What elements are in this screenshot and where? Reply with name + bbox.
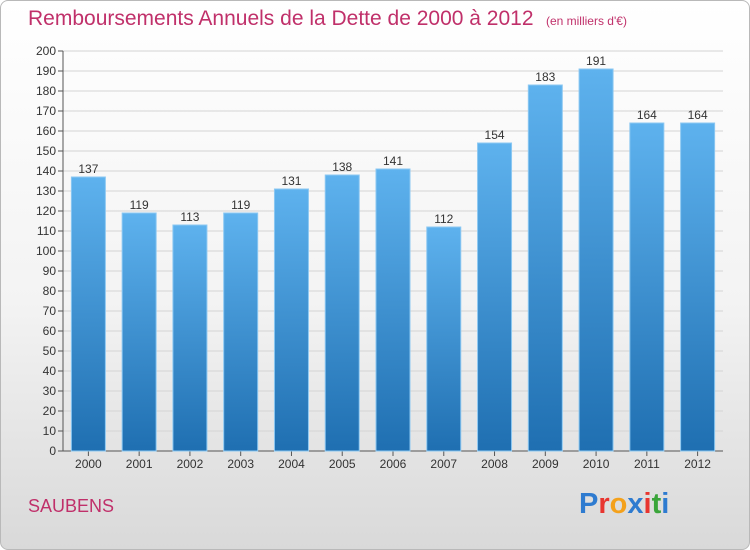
bar-2008	[477, 142, 513, 452]
y-tick-label: 120	[36, 204, 56, 218]
x-tick-label-2003: 2003	[227, 457, 254, 471]
logo-letter: i	[661, 488, 670, 520]
value-label-2003: 119	[231, 198, 250, 212]
y-tick-label: 10	[43, 424, 57, 438]
y-tick-label: 50	[43, 344, 57, 358]
chart-title: Remboursements Annuels de la Dette de 20…	[28, 7, 534, 30]
bar-2000	[70, 176, 106, 452]
x-tick-label-2010: 2010	[583, 457, 610, 471]
y-tick-label: 140	[36, 164, 56, 178]
bar-layer	[70, 68, 716, 452]
x-tick-label-2005: 2005	[329, 457, 356, 471]
value-label-2006: 141	[383, 154, 403, 168]
x-tick-label-2002: 2002	[177, 457, 204, 471]
x-tick-label-2008: 2008	[481, 457, 508, 471]
y-tick-label: 40	[43, 364, 57, 378]
x-tick-label-2000: 2000	[75, 457, 102, 471]
x-tick-label-2004: 2004	[278, 457, 305, 471]
value-label-2008: 154	[485, 128, 505, 142]
bar-2003	[223, 212, 259, 452]
logo-letter: t	[651, 488, 662, 520]
y-tick-label: 190	[36, 64, 56, 78]
bar-2005	[324, 174, 360, 452]
logo-letter: o	[609, 488, 628, 520]
value-label-2005: 138	[332, 160, 352, 174]
y-tick-label: 60	[43, 324, 57, 338]
y-tick-label: 30	[43, 384, 57, 398]
bar-2010	[578, 68, 614, 452]
title-row: Remboursements Annuels de la Dette de 20…	[28, 7, 627, 31]
y-tick-label: 110	[37, 224, 56, 238]
chart-unit: (en milliers d'€)	[545, 14, 627, 28]
value-label-2004: 131	[281, 174, 301, 188]
y-tick-label: 0	[49, 444, 56, 458]
value-label-2009: 183	[535, 70, 555, 84]
x-tick-label-2009: 2009	[532, 457, 559, 471]
bar-2002	[172, 224, 208, 452]
x-tick-label-2007: 2007	[430, 457, 457, 471]
x-tick-label-2006: 2006	[380, 457, 407, 471]
y-tick-label: 170	[36, 104, 56, 118]
value-label-2012: 164	[688, 108, 708, 122]
y-tick-label: 150	[36, 144, 56, 158]
y-tick-label: 160	[36, 124, 56, 138]
x-tick-label-2012: 2012	[684, 457, 711, 471]
value-label-2011: 164	[637, 108, 657, 122]
y-tick-label: 80	[43, 284, 57, 298]
y-tick-label: 200	[36, 44, 56, 58]
proxiti-logo: Proxiti	[579, 488, 669, 521]
value-label-2007: 112	[434, 212, 453, 226]
bar-2011	[629, 122, 665, 452]
y-tick-label: 100	[36, 244, 56, 258]
bar-2012	[680, 122, 716, 452]
x-tick-label-2011: 2011	[634, 457, 660, 471]
town-name: SAUBENS	[28, 496, 115, 516]
logo-letter: r	[598, 488, 610, 520]
bar-2004	[273, 188, 309, 452]
bar-2001	[121, 212, 157, 452]
logo-letter: P	[579, 488, 599, 520]
bar-2009	[527, 84, 563, 452]
y-tick-label: 70	[43, 304, 57, 318]
y-tick-label: 130	[36, 184, 56, 198]
value-label-2010: 191	[586, 54, 606, 68]
bar-2006	[375, 168, 411, 452]
logo-letter: i	[643, 488, 652, 520]
bar-2007	[426, 226, 462, 452]
label-layer: 137 2000 119 2001 113 2002 119 2003 131 2004 138 20…	[75, 54, 711, 471]
y-tick-label: 20	[43, 404, 57, 418]
x-tick-label-2001: 2001	[126, 457, 153, 471]
value-label-2000: 137	[78, 162, 98, 176]
value-label-2001: 119	[130, 198, 149, 212]
value-label-2002: 113	[180, 210, 199, 224]
y-tick-label: 180	[36, 84, 56, 98]
y-tick-label: 90	[43, 264, 57, 278]
logo-letter: x	[627, 488, 644, 520]
